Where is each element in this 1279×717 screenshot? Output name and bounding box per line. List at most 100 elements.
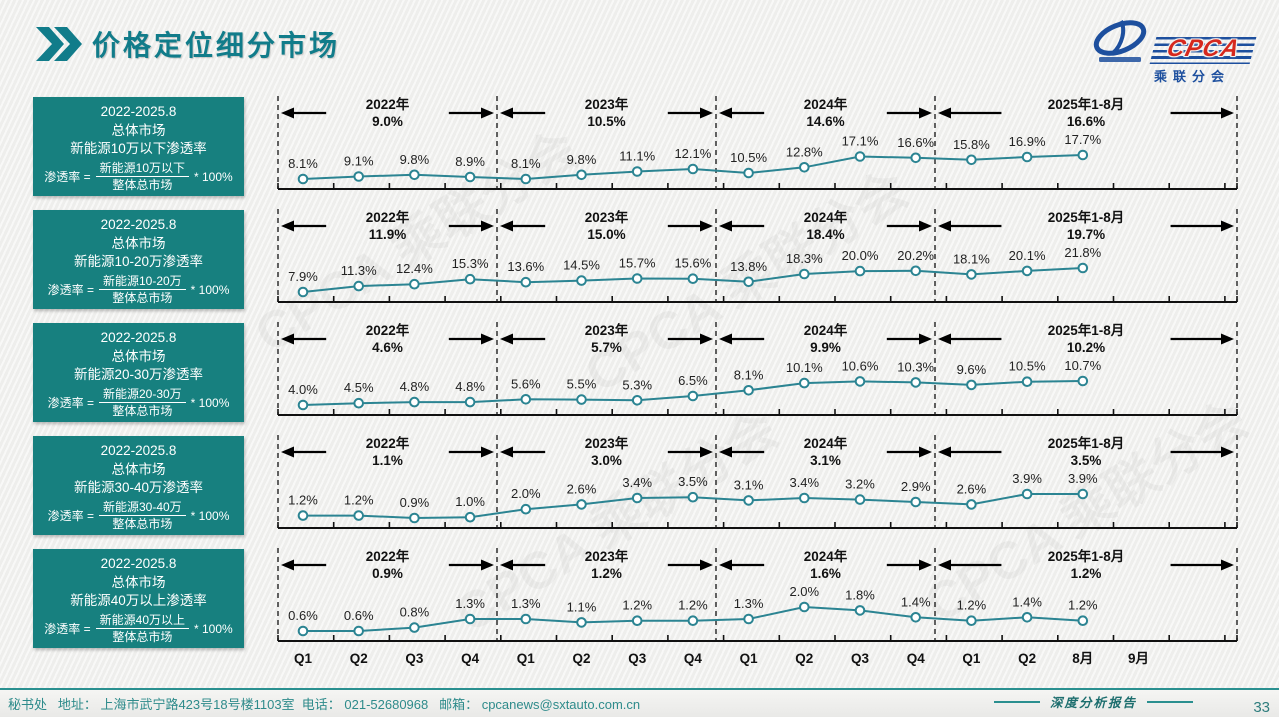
formula-denominator: 整体总市场 [112,630,173,645]
metric-label: 新能源10-20万渗透率 [73,254,204,270]
data-point-label: 12.4% [396,261,433,276]
data-point-marker [1021,265,1033,277]
metric-info-card: 2022-2025.8 总体市场 新能源10万以下渗透率 渗透率 = 新能源10万以下整… [33,97,244,196]
report-label: 深度分析报告 [1049,696,1137,710]
formula-suffix: * 100% [194,169,233,184]
data-point-label: 12.8% [786,144,823,159]
data-point-label: 1.2% [1068,598,1098,613]
data-point-label: 9.6% [957,362,987,377]
data-point-label: 0.6% [288,608,318,623]
data-point-marker [1021,488,1033,500]
formula-suffix: * 100% [190,395,230,410]
year-label: 2023年 [585,435,629,451]
formula-fraction: 新能源10-20万 整体总市场 [98,274,186,306]
formula-suffix: * 100% [194,621,233,636]
arrow-right-icon [481,446,494,458]
arrow-right-icon [1221,220,1234,232]
metric-label: 新能源40万以上渗透率 [70,593,207,609]
data-point-label: 9.1% [344,154,374,169]
year-label: 2024年 [804,209,848,225]
data-point-marker [1021,151,1033,163]
cpca-flag: CPCA [1149,35,1257,64]
data-point-label: 4.0% [288,382,318,397]
year-average-label: 1.1% [372,453,403,468]
formula-lhs: 渗透率 = [47,283,94,298]
data-point-marker [1077,615,1089,626]
data-point-marker [464,273,476,285]
data-point-marker [631,395,643,406]
year-label: 2025年1-8月 [1048,96,1125,112]
divider [993,700,1040,703]
data-point-marker [631,492,643,504]
data-point-marker [910,496,922,508]
data-point-label: 2.6% [567,481,597,496]
x-axis-label: Q4 [907,651,926,666]
formula-suffix: * 100% [190,282,230,297]
data-point-label: 3.4% [622,475,652,490]
year-average-label: 18.4% [806,227,844,242]
data-point-marker [854,151,866,162]
arrow-right-icon [919,333,932,345]
arrow-right-icon [700,107,713,119]
arrow-right-icon [481,559,494,571]
data-point-marker [854,494,866,505]
data-point-marker [1077,262,1089,274]
data-point-label: 3.1% [734,477,764,492]
year-average-label: 1.2% [1071,566,1102,581]
x-axis-label: 8月 [1072,651,1093,666]
data-point-marker [687,163,699,175]
arrow-right-icon [700,333,713,345]
data-point-marker [353,397,364,409]
data-point-marker [910,377,922,388]
arrow-left-icon [281,559,294,571]
data-point-marker [520,394,532,405]
data-point-label: 13.8% [730,259,767,274]
data-point-marker [631,273,643,284]
period-label: 2022-2025.8 [100,556,177,571]
data-point-label: 4.5% [344,380,374,395]
arrow-left-icon [719,333,732,345]
chart-row: 2022年 0.9% 2023年 1.2% 2024年 1.6% 2025年1-8月 1.2%… [270,545,1255,675]
arrow-left-icon [281,446,294,458]
data-point-label: 17.7% [1064,132,1101,147]
data-point-label: 1.2% [622,598,652,613]
data-point-marker [576,169,587,181]
data-point-marker [910,152,922,164]
formula-lhs: 渗透率 = [44,170,91,185]
x-axis-label: Q1 [740,651,759,666]
data-point-label: 2.6% [957,481,987,496]
year-average-label: 11.9% [369,227,407,242]
x-axis-label: 9月 [1128,651,1149,666]
data-point-label: 17.1% [842,134,879,149]
arrow-left-icon [281,220,294,232]
data-point-marker [1077,488,1089,500]
data-point-label: 8.9% [455,154,485,169]
year-label: 2024年 [804,322,848,338]
x-axis-label: Q3 [628,651,647,666]
data-point-marker [743,613,754,625]
data-point-marker [743,385,754,396]
data-point-label: 2.0% [789,584,819,599]
data-point-marker [1021,612,1033,623]
year-label: 2023年 [585,322,629,338]
period-label: 2022-2025.8 [100,217,177,232]
data-point-label: 15.3% [452,256,489,271]
line-chart-panel: 2022年 11.9% 2023年 15.0% 2024年 18.4% 2025年1-8月 1… [277,209,1238,303]
line-chart-panel: 2022年 4.6% 2023年 5.7% 2024年 9.9% 2025年1-8月 10.2… [277,322,1238,416]
data-point-marker [409,278,420,290]
formula-numerator: 新能源20-30万 [98,387,186,404]
chart-row: 2022年 1.1% 2023年 3.0% 2024年 3.1% 2025年1-8月 3.5%… [270,432,1255,545]
data-point-marker [297,510,309,521]
data-point-marker [520,613,532,625]
formula-fraction: 新能源20-30万 整体总市场 [98,387,186,419]
penetration-formula: 渗透率 = 新能源40万以上 整体总市场 * 100% [33,613,244,645]
metric-info-card: 2022-2025.8 总体市场 新能源40万以上渗透率 渗透率 = 新能源40万以上整… [33,549,244,648]
data-point-label: 9.8% [567,152,597,167]
x-axis-label: Q2 [795,651,813,666]
data-point-marker [409,396,420,408]
year-average-label: 1.6% [810,566,841,581]
data-point-label: 16.6% [897,135,934,150]
arrow-left-icon [719,559,732,571]
data-point-label: 10.1% [786,360,823,375]
formula-numerator: 新能源40万以上 [95,613,189,630]
